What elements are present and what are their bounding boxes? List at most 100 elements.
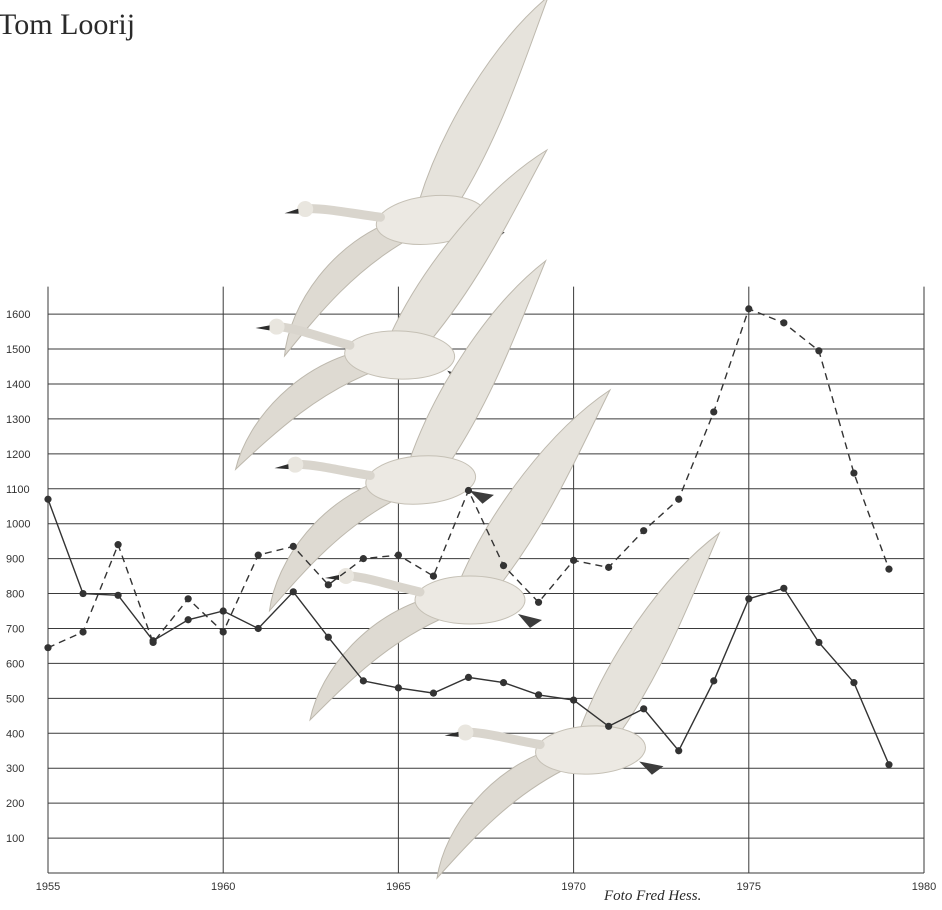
solid-series-point: [885, 761, 893, 769]
swan-wing: [436, 745, 573, 880]
swan-head: [457, 724, 474, 741]
y-tick-label: 1600: [6, 309, 30, 321]
solid-series-point: [359, 677, 367, 685]
y-tick-label: 1200: [6, 449, 30, 461]
dashed-series-point: [114, 541, 122, 549]
swan-figure: [234, 148, 549, 471]
swan-wing: [283, 217, 414, 358]
dashed-series-point: [464, 486, 473, 495]
swan-neck: [464, 727, 545, 750]
swan-feet: [639, 761, 664, 775]
flying-swans-photo: [234, 0, 721, 880]
swan-wing: [578, 531, 721, 734]
x-tick-label: 1980: [912, 881, 936, 893]
dashed-series-point: [710, 408, 718, 416]
dashed-series-point: [605, 563, 613, 571]
swan-body: [535, 725, 646, 775]
x-tick-label: 1955: [36, 881, 60, 893]
swan-figure: [436, 531, 721, 880]
swan-neck: [294, 459, 375, 480]
dashed-series-point: [219, 628, 227, 636]
dashed-series-point: [359, 555, 367, 563]
dashed-series-point: [675, 495, 683, 503]
y-tick-label: 500: [6, 693, 24, 705]
solid-series-point: [570, 696, 578, 704]
swan-head: [338, 568, 354, 584]
solid-series-point: [219, 607, 227, 615]
swan-body: [344, 330, 456, 380]
dashed-series-point: [429, 572, 438, 580]
y-tick-label: 1400: [6, 379, 30, 391]
swan-head: [297, 201, 314, 218]
solid-series-line: [47, 498, 890, 765]
axis-tick-labels: 100 200 300 400 500 600 700 800 900 1000 1100 1200 1…: [6, 309, 936, 893]
dashed-series-point: [394, 551, 402, 559]
swan-beak: [255, 325, 270, 331]
swan-neck: [276, 322, 355, 350]
y-tick-label: 300: [6, 763, 24, 775]
swan-beak: [444, 731, 459, 737]
y-tick-label: 400: [6, 728, 24, 740]
swan-beak: [284, 208, 299, 214]
photo-credit: Foto Fred Hess.: [604, 888, 702, 904]
solid-series-point: [429, 689, 438, 697]
swan-wing: [418, 0, 550, 203]
dashed-series-point: [885, 565, 893, 573]
solid-series-point: [640, 705, 648, 713]
swan-wing: [309, 594, 451, 722]
x-tick-label: 1960: [211, 881, 235, 893]
swan-head: [268, 318, 285, 335]
dashed-series-point: [254, 551, 262, 559]
dashed-series-point: [534, 598, 543, 606]
swan-body: [414, 575, 526, 625]
dashed-series-point: [79, 628, 87, 636]
solid-series-point: [184, 616, 192, 624]
x-tick-label: 1970: [561, 881, 585, 893]
swan-wing: [408, 259, 547, 464]
series-points: [44, 305, 893, 769]
swan-figure: [268, 259, 547, 613]
y-tick-label: 800: [6, 589, 24, 601]
y-tick-label: 700: [6, 623, 24, 635]
solid-series-point: [534, 691, 543, 699]
solid-series-point: [780, 584, 788, 592]
y-tick-label: 1300: [6, 414, 30, 426]
swan-wing: [234, 348, 380, 471]
dashed-series-point: [850, 469, 858, 477]
author-name: Tom Loorij: [0, 8, 136, 41]
dashed-series-point: [570, 556, 578, 564]
swan-neck: [304, 204, 385, 222]
swan-feet: [469, 490, 494, 504]
swan-wing: [459, 388, 612, 586]
dashed-series-point: [44, 644, 52, 652]
dashed-series-point: [815, 347, 823, 355]
dashed-series-point: [499, 562, 508, 570]
dashed-series-point: [780, 319, 788, 327]
solid-series-point: [605, 722, 613, 730]
solid-series-point: [289, 588, 297, 596]
y-tick-label: 1500: [6, 344, 30, 356]
solid-series-point: [114, 591, 122, 599]
dashed-series-point: [640, 527, 648, 535]
swan-figure: [309, 388, 612, 722]
solid-series-point: [850, 679, 858, 687]
y-tick-label: 100: [6, 833, 24, 845]
x-tick-label: 1965: [386, 881, 410, 893]
solid-series-point: [499, 679, 508, 687]
solid-series-point: [710, 677, 718, 685]
solid-series-point: [324, 633, 332, 641]
swan-feet: [518, 614, 542, 628]
solid-series-point: [675, 747, 683, 755]
solid-series-point: [394, 684, 402, 692]
solid-series-point: [79, 589, 87, 598]
swan-wing: [268, 476, 403, 613]
swan-wing: [389, 148, 549, 342]
solid-series-point: [464, 673, 473, 681]
y-tick-label: 600: [6, 658, 24, 670]
swan-neck: [345, 571, 425, 597]
solid-series-point: [745, 595, 753, 603]
swan-head: [287, 456, 304, 473]
dashed-series-point: [289, 542, 297, 551]
y-tick-label: 1100: [6, 484, 30, 496]
